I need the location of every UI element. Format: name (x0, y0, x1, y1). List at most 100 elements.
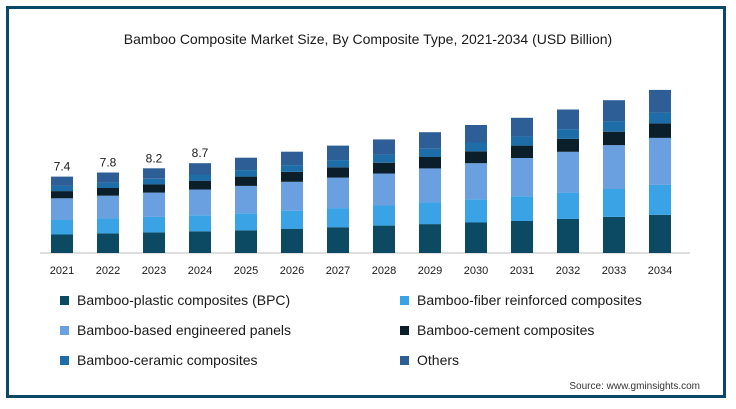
bar-segment-2027-3 (327, 167, 349, 178)
bar-segment-2022-1 (97, 218, 119, 234)
bar-segment-2027-4 (327, 160, 349, 168)
legend-label: Others (417, 352, 460, 368)
bar-segment-2024-5 (189, 163, 211, 175)
bar-segment-2031-1 (511, 196, 533, 221)
bar-segment-2024-3 (189, 180, 211, 190)
bar-segment-2023-1 (143, 216, 165, 233)
bar-segment-2034-3 (649, 123, 671, 138)
legend-item-3: Bamboo-based engineered panels (60, 322, 291, 338)
x-tick-label-2027: 2027 (326, 265, 350, 277)
bar-segment-2030-0 (465, 222, 487, 253)
x-tick-label-2034: 2034 (648, 265, 672, 277)
bars-group (51, 89, 671, 253)
bar-segment-2022-3 (97, 188, 119, 196)
bar-segment-2032-5 (557, 109, 579, 130)
total-label-2024: 8.7 (192, 146, 209, 160)
bar-segment-2022-2 (97, 195, 119, 219)
legend-label: Bamboo-fiber reinforced composites (417, 292, 642, 308)
bar-segment-2030-3 (465, 151, 487, 164)
bar-segment-2032-2 (557, 151, 579, 193)
x-tick-label-2030: 2030 (464, 265, 488, 277)
bar-segment-2021-2 (51, 198, 73, 220)
bar-segment-2028-3 (373, 162, 395, 174)
bar-segment-2026-5 (281, 151, 303, 166)
bar-segment-2024-2 (189, 189, 211, 216)
bar-segment-2025-3 (235, 176, 257, 186)
bar-segment-2031-3 (511, 145, 533, 158)
bar-segment-2031-4 (511, 136, 533, 146)
total-label-2023: 8.2 (146, 151, 163, 165)
bar-segment-2021-1 (51, 220, 73, 235)
bar-segment-2021-5 (51, 176, 73, 186)
bar-segment-2024-4 (189, 174, 211, 181)
bar-segment-2028-4 (373, 154, 395, 163)
legend-item-4: Bamboo-cement composites (400, 322, 594, 338)
bar-segment-2023-4 (143, 178, 165, 185)
bar-segment-2034-2 (649, 137, 671, 185)
bar-segment-2029-1 (419, 202, 441, 225)
bar-segment-2026-2 (281, 181, 303, 211)
bar-segment-2025-2 (235, 185, 257, 214)
legend-swatch (60, 325, 69, 335)
bar-segment-2032-1 (557, 192, 579, 219)
bar-segment-2028-5 (373, 139, 395, 155)
bar-segment-2025-4 (235, 170, 257, 177)
total-label-2021: 7.4 (54, 160, 71, 174)
bar-segment-2029-5 (419, 132, 441, 149)
bar-segment-2028-0 (373, 225, 395, 253)
bar-segment-2031-2 (511, 158, 533, 197)
legend-item-1: Bamboo-plastic composites (BPC) (60, 292, 290, 308)
x-tick-label-2031: 2031 (510, 265, 534, 277)
legend-label: Bamboo-based engineered panels (77, 322, 292, 338)
bar-segment-2034-5 (649, 89, 671, 113)
bar-segment-2033-3 (603, 131, 625, 146)
bar-segment-2029-0 (419, 224, 441, 253)
bar-segment-2034-4 (649, 112, 671, 124)
bar-segment-2021-0 (51, 234, 73, 253)
x-tick-label-2029: 2029 (418, 265, 442, 277)
x-tick-label-2022: 2022 (96, 265, 120, 277)
bar-segment-2027-0 (327, 227, 349, 253)
bar-segment-2024-1 (189, 215, 211, 232)
legend-item-5: Bamboo-ceramic composites (60, 352, 258, 368)
legend-swatch (400, 355, 409, 365)
bar-segment-2023-2 (143, 192, 165, 217)
bar-segment-2021-3 (51, 191, 73, 199)
x-tick-labels: 2021 2022 2023 2024 2025 2026 2027 2028 2029 2030… (50, 265, 672, 277)
bar-segment-2023-3 (143, 184, 165, 193)
legend-item-6: Others (400, 352, 459, 368)
bar-segment-2026-4 (281, 165, 303, 172)
legend-swatch (400, 295, 409, 305)
x-tick-label-2032: 2032 (556, 265, 580, 277)
x-tick-label-2021: 2021 (50, 265, 74, 277)
bar-segment-2023-5 (143, 168, 165, 179)
bar-segment-2025-1 (235, 213, 257, 231)
bar-segment-2031-5 (511, 117, 533, 137)
bar-segment-2025-0 (235, 230, 257, 253)
total-labels: 7.4 7.8 8.2 8.7 (54, 146, 209, 173)
bar-segment-2026-3 (281, 172, 303, 182)
bar-segment-2034-1 (649, 184, 671, 215)
bar-segment-2025-5 (235, 157, 257, 171)
x-tick-label-2026: 2026 (280, 265, 304, 277)
bar-segment-2032-3 (557, 138, 579, 152)
bar-segment-2033-1 (603, 189, 625, 217)
bar-segment-2027-1 (327, 208, 349, 228)
x-tick-label-2024: 2024 (188, 265, 212, 277)
bar-segment-2033-4 (603, 121, 625, 132)
legend-item-2: Bamboo-fiber reinforced composites (400, 292, 642, 308)
bar-segment-2028-2 (373, 173, 395, 206)
legend-label: Bamboo-plastic composites (BPC) (77, 292, 291, 308)
bar-segment-2023-0 (143, 232, 165, 253)
bar-segment-2024-0 (189, 231, 211, 253)
bar-segment-2022-5 (97, 172, 119, 183)
bar-segment-2021-4 (51, 185, 73, 192)
bar-segment-2030-5 (465, 125, 487, 143)
bar-segment-2022-4 (97, 182, 119, 188)
x-tick-label-2025: 2025 (234, 265, 258, 277)
bar-segment-2026-0 (281, 228, 303, 253)
x-tick-label-2033: 2033 (602, 265, 626, 277)
bar-segment-2029-2 (419, 168, 441, 203)
total-label-2022: 7.8 (100, 156, 117, 170)
